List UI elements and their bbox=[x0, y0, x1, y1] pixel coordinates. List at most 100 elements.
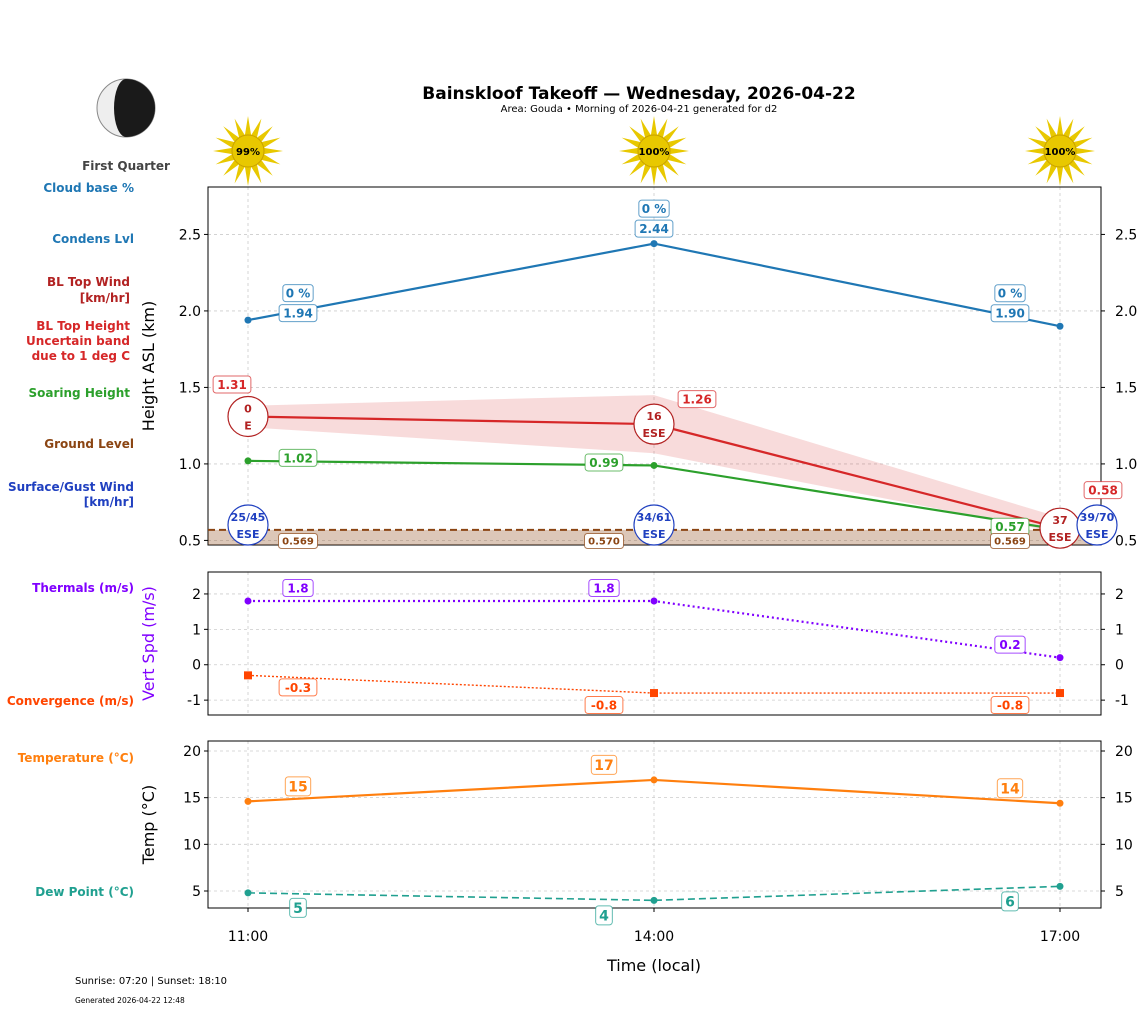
thermals-label-box bbox=[588, 579, 620, 598]
surface-wind-speed: 39/70 bbox=[1080, 511, 1115, 524]
soaring-line-point bbox=[244, 457, 252, 465]
condens-line-point bbox=[1056, 322, 1064, 330]
y-tick-label: 1.0 bbox=[179, 457, 201, 473]
label-condens: Condens Lvl bbox=[52, 232, 134, 246]
label-convergence: Convergence (m/s) bbox=[7, 694, 134, 708]
soaring-label: 1.02 bbox=[283, 451, 313, 465]
label-surface-wind-unit: [km/hr] bbox=[84, 495, 134, 509]
label-bl-band-2: due to 1 deg C bbox=[32, 349, 131, 363]
dewpoint-point bbox=[1056, 882, 1064, 890]
sun-icon: 100% bbox=[619, 116, 689, 186]
plot-frame bbox=[207, 571, 1102, 716]
bl-top-label-box bbox=[677, 390, 717, 409]
temperature-label: 15 bbox=[288, 780, 307, 796]
label-temperature: Temperature (°C) bbox=[18, 751, 134, 765]
y-tick-label-right: 0.5 bbox=[1115, 533, 1137, 549]
soaring-line-point bbox=[650, 461, 658, 469]
thermals-line-point bbox=[1056, 654, 1064, 662]
y-tick-label-right: 20 bbox=[1115, 744, 1133, 760]
thermals-line-point bbox=[244, 597, 252, 605]
y-tick-label-right: -1 bbox=[1115, 693, 1129, 709]
soaring-label: 0.99 bbox=[589, 456, 619, 470]
y-tick-label-right: 1 bbox=[1115, 622, 1124, 638]
convergence-label: -0.8 bbox=[591, 698, 617, 712]
thermals-label: 1.8 bbox=[287, 581, 308, 595]
bl-wind-direction: ESE bbox=[643, 427, 666, 440]
condens-line-point bbox=[244, 316, 252, 324]
bl-top-label: 1.31 bbox=[217, 378, 247, 392]
thermals-label: 1.8 bbox=[593, 581, 614, 595]
y-tick-label: 2.5 bbox=[179, 227, 201, 243]
dewpoint-label: 5 bbox=[293, 901, 303, 917]
y-tick-label: 5 bbox=[192, 884, 201, 900]
dewpoint-label: 6 bbox=[1005, 895, 1015, 911]
surface-wind-direction: ESE bbox=[237, 528, 260, 541]
dewpoint-label-box bbox=[595, 905, 613, 926]
y-axis-label: Vert Spd (m/s) bbox=[139, 586, 158, 701]
y-tick-label-right: 15 bbox=[1115, 791, 1133, 807]
x-tick-label: 17:00 bbox=[1040, 929, 1080, 945]
y-tick-label-right: 2.5 bbox=[1115, 227, 1137, 243]
ground-label: 0.569 bbox=[994, 537, 1026, 548]
cloud-base-label-box bbox=[282, 284, 314, 303]
label-bl-wind: BL Top Wind bbox=[47, 275, 130, 289]
convergence-label-box bbox=[278, 678, 318, 697]
y-tick-label-right: 0 bbox=[1115, 658, 1124, 674]
label-bl-wind-unit: [km/hr] bbox=[80, 291, 130, 305]
label-surface-wind: Surface/Gust Wind bbox=[8, 480, 134, 494]
label-cloud-base: Cloud base % bbox=[43, 181, 134, 195]
convergence-label-box bbox=[584, 696, 624, 715]
y-tick-label: 2 bbox=[192, 587, 201, 603]
temperature-label-box bbox=[996, 778, 1024, 799]
sun-disc bbox=[637, 134, 671, 168]
dewpoint-label-box bbox=[289, 897, 307, 918]
thermals-label-box bbox=[282, 579, 314, 598]
soaring-label: 0.57 bbox=[995, 520, 1025, 534]
generated-time: Generated 2026-04-22 12:48 bbox=[75, 996, 185, 1005]
y-tick-label: -1 bbox=[187, 693, 201, 709]
bl-wind-circle bbox=[227, 395, 269, 438]
condens-label: 1.94 bbox=[283, 307, 313, 321]
bl-top-label-box bbox=[212, 375, 252, 394]
chart-title: Bainskloof Takeoff — Wednesday, 2026-04-… bbox=[422, 84, 855, 104]
cloud-base-label: 0 % bbox=[286, 287, 311, 301]
sun-percent: 99% bbox=[236, 147, 260, 158]
bl-wind-speed: 0 bbox=[244, 402, 252, 415]
y-tick-label-right: 5 bbox=[1115, 884, 1124, 900]
x-axis-label: Time (local) bbox=[606, 956, 701, 975]
ground-label: 0.570 bbox=[588, 537, 620, 548]
bl-wind-circle bbox=[633, 403, 675, 445]
y-tick-label-right: 10 bbox=[1115, 837, 1133, 853]
dewpoint-label-box bbox=[1001, 891, 1019, 912]
y-tick-label-right: 1.0 bbox=[1115, 457, 1137, 473]
ground-label-box bbox=[278, 533, 318, 549]
x-tick-label: 11:00 bbox=[228, 929, 268, 945]
ground-label-box bbox=[990, 533, 1030, 549]
temperature-line-point bbox=[244, 797, 252, 805]
chart-subtitle: Area: Gouda • Morning of 2026-04-21 gene… bbox=[501, 104, 778, 115]
y-tick-label: 2.0 bbox=[179, 304, 201, 320]
condens-label: 2.44 bbox=[639, 222, 669, 236]
dewpoint-point bbox=[244, 889, 252, 897]
label-soaring: Soaring Height bbox=[29, 386, 131, 400]
surface-wind-circle bbox=[633, 504, 675, 546]
convergence-line bbox=[247, 674, 1060, 694]
temperature-label: 17 bbox=[594, 758, 613, 774]
sun-icon: 100% bbox=[1025, 116, 1095, 186]
label-thermals: Thermals (m/s) bbox=[32, 581, 134, 595]
cloud-base-label-box bbox=[638, 199, 670, 218]
y-tick-label: 1 bbox=[192, 622, 201, 638]
sun-disc bbox=[1043, 134, 1077, 168]
bl-uncertainty-band bbox=[248, 395, 1060, 533]
convergence-label-box bbox=[990, 696, 1030, 715]
label-ground: Ground Level bbox=[44, 437, 134, 451]
dewpoint-point bbox=[650, 896, 658, 904]
bl-wind-direction: ESE bbox=[1049, 531, 1072, 544]
plot-frame bbox=[207, 740, 1102, 909]
condens-label-box bbox=[634, 219, 674, 238]
surface-wind-circle bbox=[227, 504, 269, 546]
y-tick-label: 1.5 bbox=[179, 380, 201, 396]
sun-percent: 100% bbox=[1045, 147, 1076, 158]
bl-wind-speed: 37 bbox=[1052, 514, 1067, 527]
dewpoint-label: 4 bbox=[599, 909, 609, 925]
